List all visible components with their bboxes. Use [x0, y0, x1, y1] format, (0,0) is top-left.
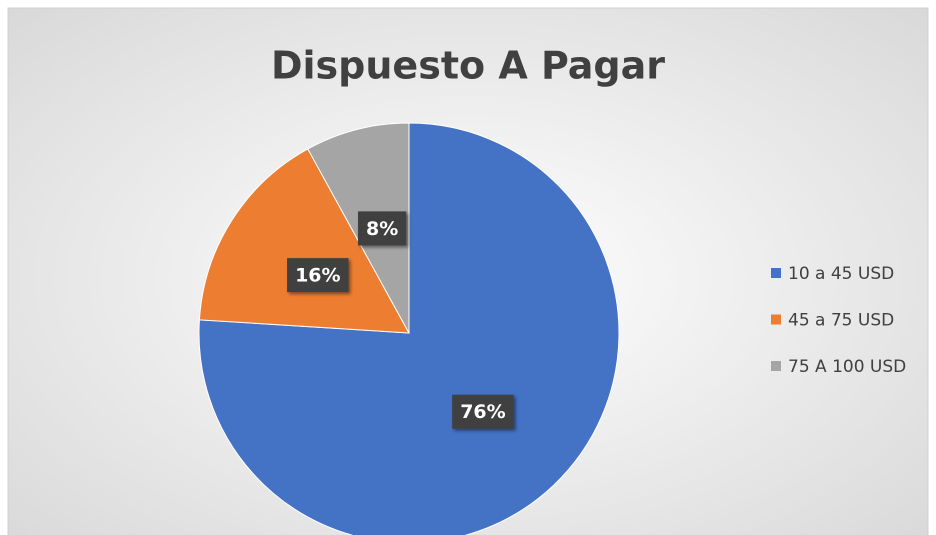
legend-label: 10 a 45 USD [788, 264, 894, 284]
pie-slice [198, 122, 620, 535]
data-label: 76% [452, 394, 514, 429]
chart-title: Dispuesto A Pagar [271, 44, 665, 88]
pie-slice [198, 148, 410, 334]
legend-swatch [771, 314, 781, 325]
data-label-box [358, 211, 407, 246]
legend-swatch [771, 361, 781, 371]
data-label-text: 8% [366, 218, 398, 240]
data-label-box [287, 258, 349, 293]
data-label-text: 76% [460, 401, 505, 423]
legend-label: 75 A 100 USD [788, 357, 906, 377]
data-label: 8% [358, 211, 407, 246]
data-label: 16% [287, 258, 349, 293]
legend-swatch [771, 268, 781, 278]
legend-label: 45 a 75 USD [788, 311, 894, 331]
data-label-text: 16% [295, 265, 340, 287]
data-label-box [452, 394, 514, 429]
